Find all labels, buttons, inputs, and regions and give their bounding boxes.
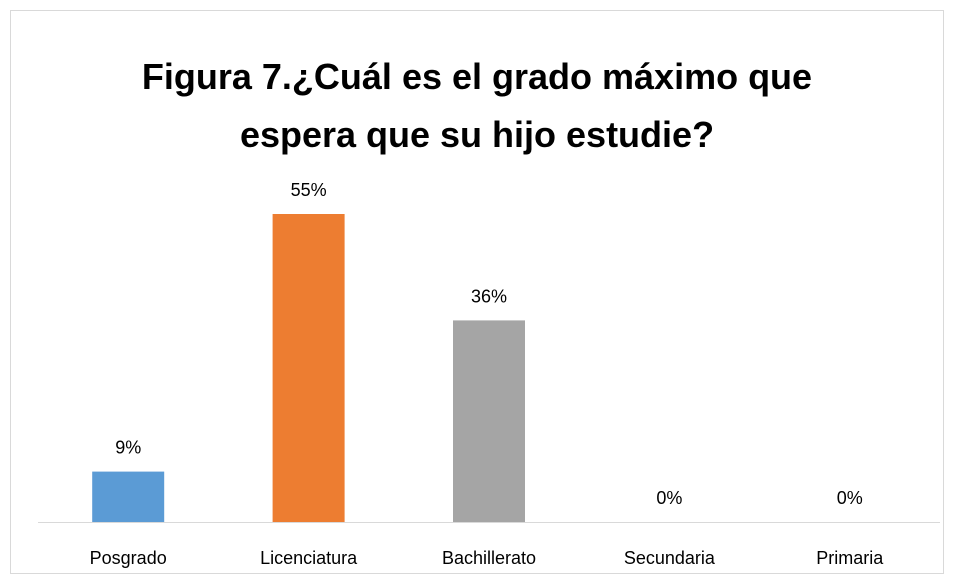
bar bbox=[453, 320, 525, 522]
x-tick-label: Primaria bbox=[816, 548, 884, 568]
chart-frame bbox=[10, 10, 944, 574]
x-tick-label: Secundaria bbox=[624, 548, 716, 568]
data-label: 55% bbox=[291, 180, 327, 200]
bar bbox=[272, 214, 345, 522]
chart-title: Figura 7.¿Cuál es el grado máximo que es… bbox=[141, 56, 813, 155]
bar bbox=[92, 471, 165, 522]
x-tick-label: Bachillerato bbox=[442, 548, 536, 568]
x-tick-label: Licenciatura bbox=[260, 548, 358, 568]
data-label: 0% bbox=[656, 488, 682, 508]
data-label: 36% bbox=[471, 286, 507, 306]
data-label: 9% bbox=[115, 438, 141, 458]
x-tick-label: Posgrado bbox=[90, 548, 167, 568]
data-label: 0% bbox=[837, 488, 863, 508]
